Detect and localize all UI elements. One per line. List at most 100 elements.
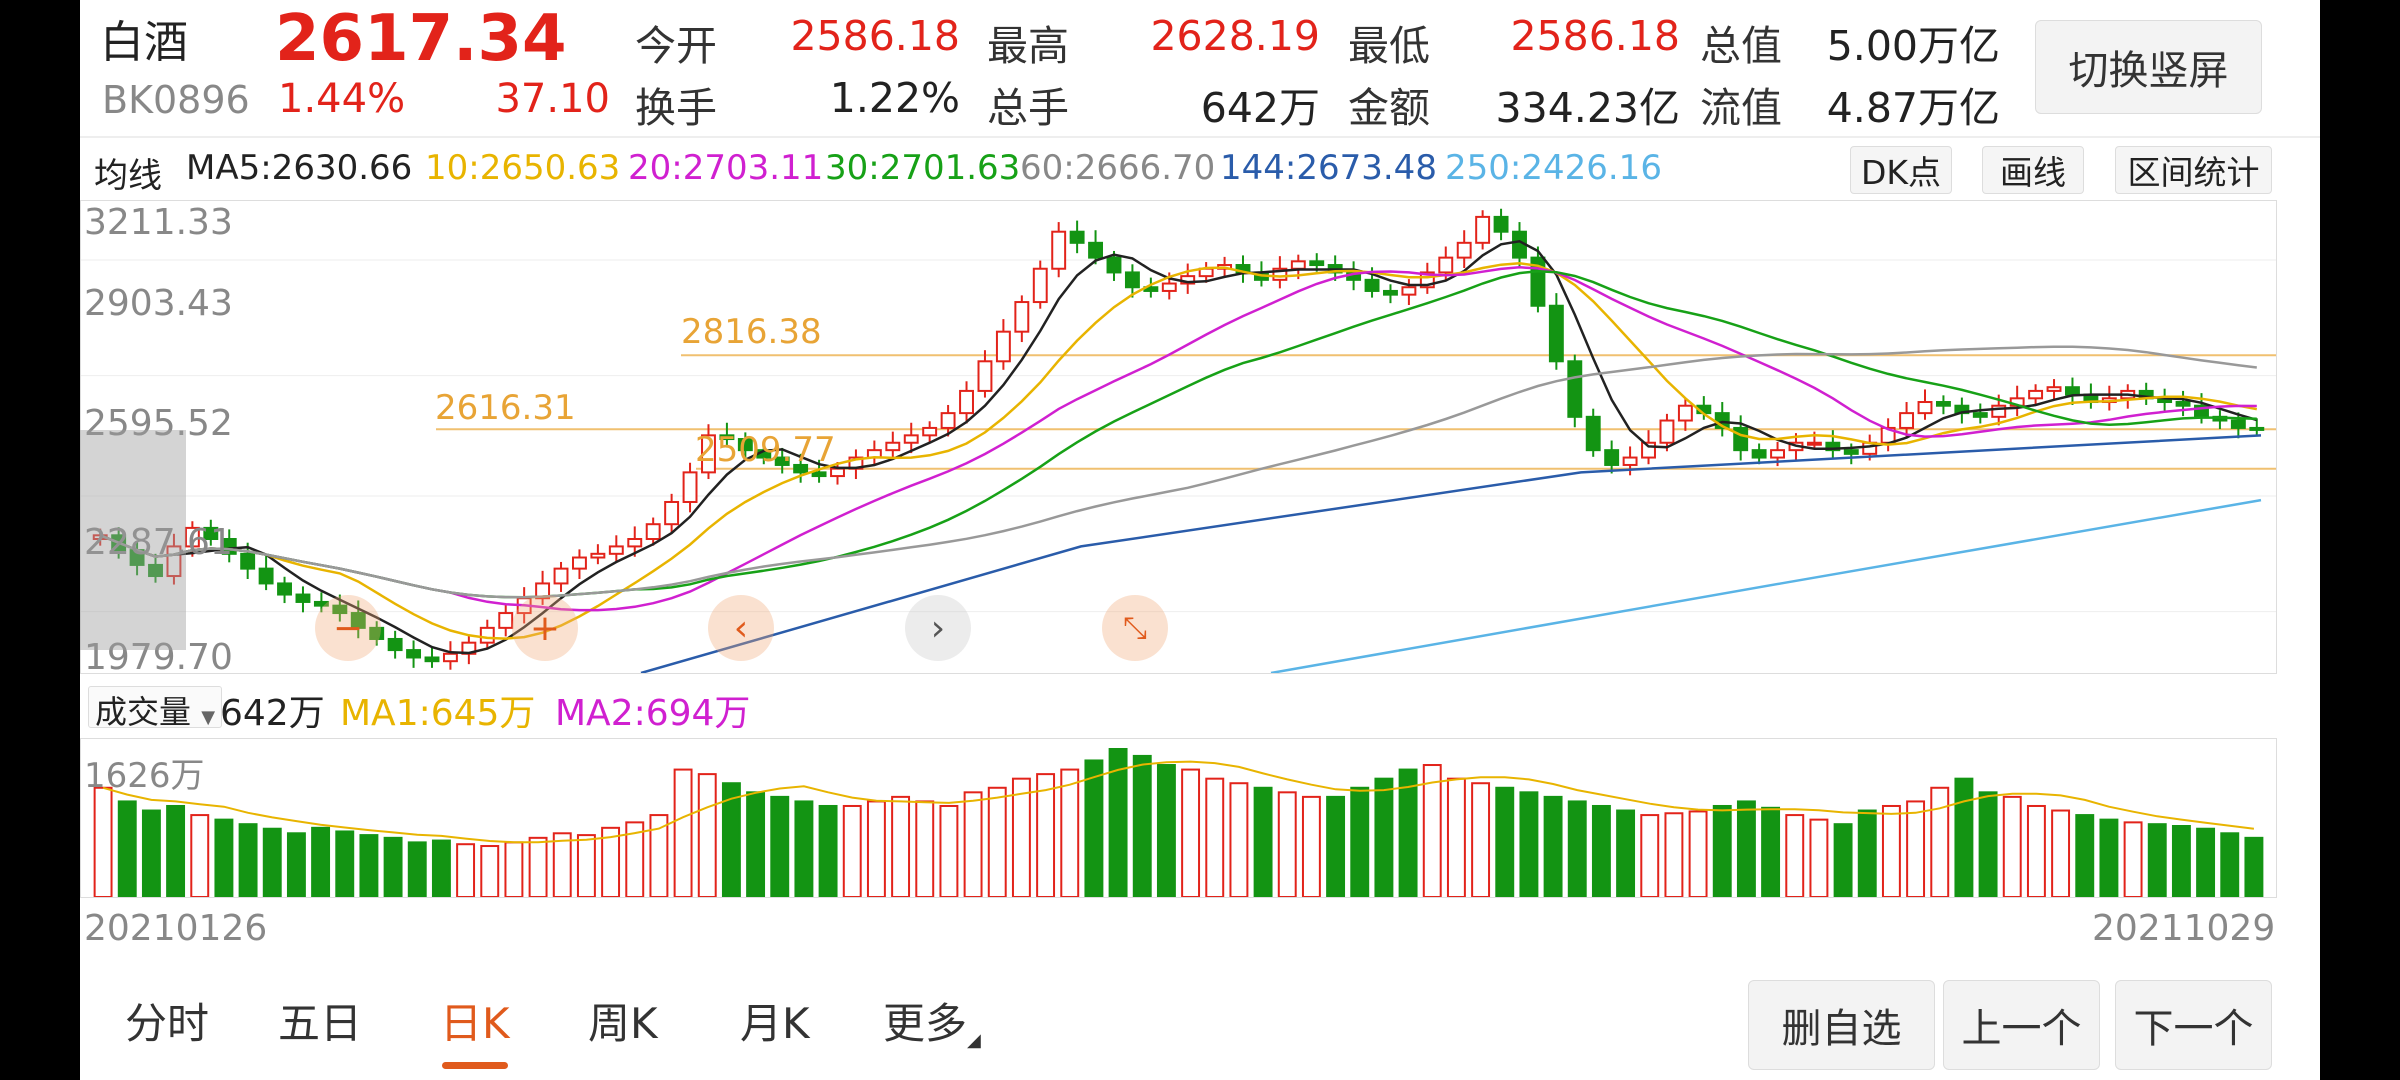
candle-body <box>1825 441 1841 452</box>
price-axis-2: 2903.43 <box>84 283 233 324</box>
next-stock-button[interactable]: 下一个 <box>2115 980 2272 1070</box>
tab-weekly-k[interactable]: 周K <box>588 999 658 1048</box>
volume-bar <box>2099 818 2119 898</box>
candle-body <box>1438 256 1454 274</box>
volume-ma2: MA2:694万 <box>555 693 751 734</box>
candle-body <box>1567 360 1583 418</box>
volume-chart[interactable] <box>81 739 2276 899</box>
candle-body <box>719 434 735 441</box>
candle-body <box>553 567 569 585</box>
change-amount: 37.10 <box>495 76 610 122</box>
dropdown-arrow-icon: ▼ <box>201 707 216 728</box>
range-stats-button[interactable]: 区间统计 <box>2115 146 2272 194</box>
candle-body <box>2046 386 2062 392</box>
ma20-line <box>99 266 2257 612</box>
scroll-left-button[interactable]: ‹ <box>708 595 774 661</box>
candle-body <box>387 637 403 652</box>
volume-bar <box>1712 804 1732 898</box>
candle-body <box>406 649 422 659</box>
volume-bar <box>117 800 137 898</box>
ma144-line <box>640 434 2262 675</box>
switch-portrait-button[interactable]: 切换竖屏 <box>2035 20 2262 114</box>
volume-bar <box>1060 768 1080 899</box>
volume-bar <box>1616 809 1636 898</box>
volume-bar <box>1785 814 1805 898</box>
total-volume-label: 总手 <box>987 84 1069 132</box>
candle-body <box>701 434 716 474</box>
active-tab-indicator <box>442 1062 508 1069</box>
price-axis-top: 3211.33 <box>84 202 233 243</box>
kline-chart-frame[interactable] <box>80 200 2277 675</box>
volume-bar <box>673 768 693 899</box>
volume-bar <box>794 800 814 898</box>
draw-line-button[interactable]: 画线 <box>1982 146 2084 194</box>
tab-intraday[interactable]: 分时 <box>125 999 210 1048</box>
volume-bar <box>1277 791 1297 899</box>
volume-bar <box>2244 836 2264 899</box>
candle-body <box>498 612 514 629</box>
volume-bar <box>649 814 669 898</box>
candle-body <box>627 538 643 548</box>
candle-body <box>184 526 200 548</box>
volume-bar <box>770 795 790 898</box>
volume-bar <box>166 804 186 898</box>
volume-bar <box>1084 759 1104 899</box>
candle-body <box>148 563 163 578</box>
volume-bar <box>1567 800 1587 898</box>
candle-body <box>1161 282 1177 292</box>
tab-daily-k[interactable]: 日K <box>440 999 510 1048</box>
candle-body <box>1622 456 1638 466</box>
candle-body <box>277 582 292 596</box>
volume-bar <box>866 800 886 898</box>
ma20-value: 20:2703.11 <box>628 148 824 188</box>
volume-bar <box>842 804 862 898</box>
candle-body <box>313 600 329 607</box>
kline-chart[interactable] <box>81 201 2276 675</box>
volume-bar <box>286 832 306 898</box>
scroll-right-button[interactable]: › <box>905 595 971 661</box>
indicator-select[interactable]: 成交量 ▼ <box>88 686 223 731</box>
drag-handle[interactable] <box>80 430 186 650</box>
chevron-left-icon: ‹ <box>733 607 749 649</box>
zoom-out-button[interactable]: − <box>315 595 381 661</box>
previous-stock-button[interactable]: 上一个 <box>1943 980 2100 1070</box>
candle-body <box>1069 230 1085 244</box>
level-label-1: 2816.38 <box>681 312 822 352</box>
candle-body <box>240 552 256 570</box>
candle-body <box>940 412 956 429</box>
tab-more-label: 更多 <box>883 999 968 1048</box>
volume-bar <box>576 834 596 898</box>
candle-body <box>2028 389 2044 400</box>
tab-five-day[interactable]: 五日 <box>278 999 363 1048</box>
candle-body <box>442 652 458 663</box>
volume-bar <box>1011 777 1031 899</box>
volume-bar <box>383 836 403 899</box>
volume-bar <box>2196 827 2216 898</box>
ma60-value: 60:2666.70 <box>1020 148 1216 188</box>
candle-body <box>1899 412 1915 429</box>
candle-body <box>1733 426 1749 452</box>
dk-point-button[interactable]: DK点 <box>1850 146 1952 194</box>
ma10-line <box>99 261 2258 640</box>
tab-monthly-k[interactable]: 月K <box>740 999 810 1048</box>
price-axis-3: 2595.52 <box>84 403 233 444</box>
volume-chart-frame[interactable] <box>80 738 2277 899</box>
volume-bar <box>528 836 548 899</box>
remove-watchlist-button[interactable]: 删自选 <box>1748 980 1935 1070</box>
volume-bar <box>1833 823 1853 898</box>
tab-more[interactable]: 更多◢ <box>883 990 981 1051</box>
volume-bar <box>2051 809 2071 898</box>
collapse-arrows-icon: ⤡ <box>1123 610 1147 646</box>
volume-bar <box>1881 804 1901 898</box>
collapse-button[interactable]: ⤡ <box>1102 595 1168 661</box>
zoom-in-button[interactable]: + <box>512 595 578 661</box>
candle-body <box>1548 304 1564 363</box>
volume-bar <box>1495 786 1515 898</box>
candle-body <box>295 593 311 603</box>
volume-bar <box>1205 777 1225 899</box>
candle-body <box>1309 260 1325 267</box>
candle-body <box>793 463 809 474</box>
volume-bar <box>1930 786 1950 898</box>
chevron-right-icon: › <box>930 607 946 649</box>
float-cap-label: 流值 <box>1700 84 1782 132</box>
